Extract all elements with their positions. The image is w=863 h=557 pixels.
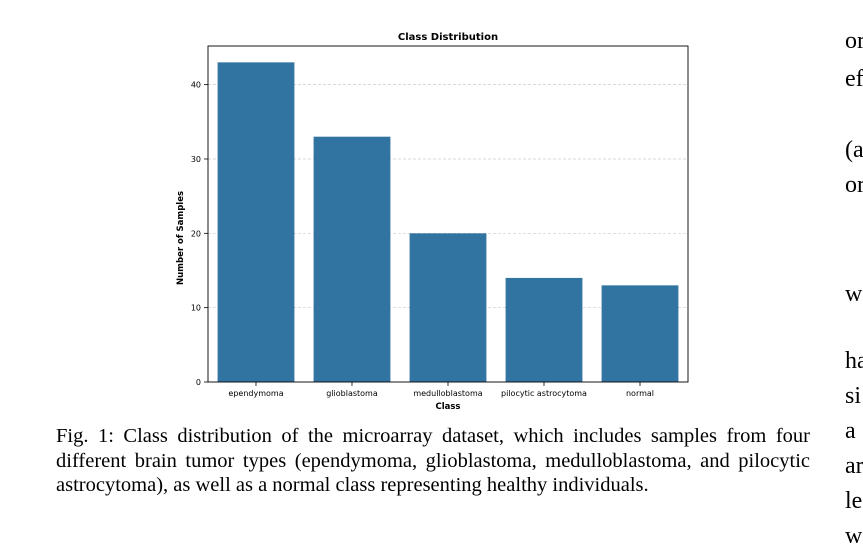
text-fragment: a: [845, 418, 856, 444]
x-tick-label: glioblastoma: [326, 389, 378, 398]
y-tick-label: 20: [191, 229, 201, 238]
y-tick-label: 0: [196, 378, 201, 387]
bar-ependymoma: [217, 62, 295, 383]
bar-chart: Class Distribution Number of Samples Cla…: [176, 32, 689, 412]
text-fragment: ar: [845, 453, 863, 479]
text-fragment: le: [845, 488, 863, 514]
text-fragment: ha: [845, 348, 863, 374]
x-tick-label: normal: [626, 389, 654, 398]
x-tick-label: medulloblastoma: [413, 389, 482, 398]
text-fragment: (a: [845, 137, 863, 163]
y-tick-label: 10: [191, 304, 201, 313]
bar-pilocytic-astrocytoma: [505, 277, 583, 382]
bar-normal: [601, 285, 679, 382]
chart-title: Class Distribution: [398, 32, 498, 43]
y-axis-label: Number of Samples: [176, 191, 186, 285]
x-tick-label: pilocytic astrocytoma: [501, 389, 587, 398]
bar-medulloblastoma: [409, 233, 487, 382]
bars: [217, 62, 679, 383]
text-fragment: si: [845, 383, 862, 409]
ticks: 0 10 20 30 40 ependymoma glioblastoma medullobl…: [191, 81, 654, 398]
y-tick-label: 40: [191, 81, 201, 90]
plot-frame: [207, 45, 689, 383]
x-tick-label: ependymoma: [228, 389, 283, 398]
text-fragment: or: [845, 172, 863, 198]
text-fragment: or: [845, 28, 863, 54]
text-fragment: w: [845, 523, 863, 549]
figure-caption: Fig. 1: Class distribution of the microa…: [56, 425, 810, 496]
y-tick-label: 30: [191, 155, 201, 164]
text-fragment: ef: [845, 66, 863, 92]
x-axis-label: Class: [435, 402, 460, 412]
text-fragment: w: [845, 281, 863, 307]
right-column-text: or ef (a or w ha si a ar le w: [845, 0, 863, 557]
bar-glioblastoma: [313, 136, 391, 382]
